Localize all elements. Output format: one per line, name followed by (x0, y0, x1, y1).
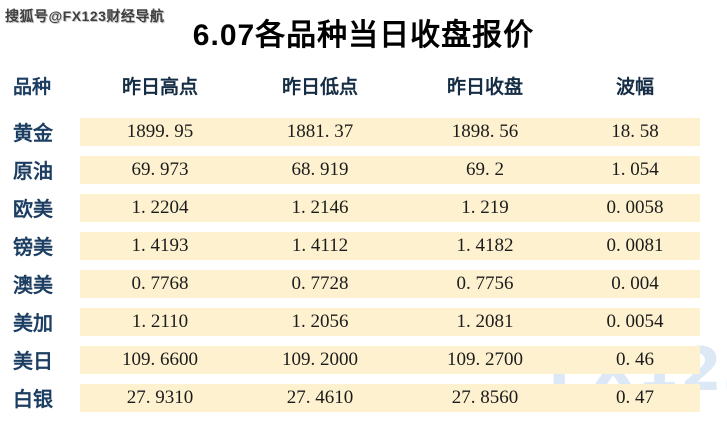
range-value: 0. 004 (570, 269, 700, 298)
prev-close-value: 109. 2700 (400, 345, 570, 374)
prev-high-value: 109. 6600 (80, 345, 240, 374)
prev-high-value: 27. 9310 (80, 383, 240, 412)
prev-close-value: 1898. 56 (400, 117, 570, 146)
page-title: 6.07各品种当日收盘报价 (192, 19, 535, 52)
table-row: 镑美 1. 4193 1. 4112 1. 4182 0. 0081 (0, 231, 727, 260)
prev-low-value: 109. 2000 (240, 345, 400, 374)
instrument-name: 白银 (13, 389, 53, 411)
prev-close-value: 69. 2 (400, 155, 570, 184)
range-value: 18. 58 (570, 117, 700, 146)
instrument-name: 美日 (13, 351, 53, 373)
instrument-name: 澳美 (13, 275, 53, 297)
col-header-prev-low: 昨日低点 (281, 77, 358, 98)
table-row: 原油 69. 973 68. 919 69. 2 1. 054 (0, 155, 727, 184)
prev-close-value: 1. 4182 (400, 231, 570, 260)
col-header-instrument: 品种 (13, 77, 52, 98)
prev-close-value: 1. 219 (400, 193, 570, 222)
prev-low-value: 27. 4610 (240, 383, 400, 412)
table-row: 美加 1. 2110 1. 2056 1. 2081 0. 0054 (0, 307, 727, 336)
sohu-account-watermark: 搜狐号@FX123财经导航 (5, 8, 165, 24)
range-value: 1. 054 (570, 155, 700, 184)
range-value: 0. 46 (570, 345, 700, 374)
table-rows: 黄金 1899. 95 1881. 37 1898. 56 18. 58 原油 … (0, 117, 727, 412)
instrument-name: 欧美 (13, 199, 53, 221)
table-row: 美日 109. 6600 109. 2000 109. 2700 0. 46 (0, 345, 727, 374)
quote-table: 品种 昨日高点 昨日低点 昨日收盘 波幅 黄金 1899. 95 1881. 3… (0, 72, 727, 421)
prev-low-value: 0. 7728 (240, 269, 400, 298)
range-value: 0. 0054 (570, 307, 700, 336)
col-header-prev-close: 昨日收盘 (446, 77, 523, 98)
table-row: 欧美 1. 2204 1. 2146 1. 219 0. 0058 (0, 193, 727, 222)
prev-high-value: 1. 2204 (80, 193, 240, 222)
instrument-name: 黄金 (13, 123, 53, 145)
instrument-name: 镑美 (13, 237, 53, 259)
prev-high-value: 1. 4193 (80, 231, 240, 260)
col-header-range: 波幅 (615, 77, 654, 98)
prev-low-value: 68. 919 (240, 155, 400, 184)
table-row: 黄金 1899. 95 1881. 37 1898. 56 18. 58 (0, 117, 727, 146)
prev-high-value: 0. 7768 (80, 269, 240, 298)
table-row: 白银 27. 9310 27. 4610 27. 8560 0. 47 (0, 383, 727, 412)
prev-high-value: 1. 2110 (80, 307, 240, 336)
prev-low-value: 1881. 37 (240, 117, 400, 146)
prev-high-value: 1899. 95 (80, 117, 240, 146)
range-value: 0. 47 (570, 383, 700, 412)
range-value: 0. 0058 (570, 193, 700, 222)
table-header-row: 品种 昨日高点 昨日低点 昨日收盘 波幅 (0, 72, 727, 98)
prev-low-value: 1. 2056 (240, 307, 400, 336)
col-header-prev-high: 昨日高点 (121, 77, 198, 98)
prev-close-value: 0. 7756 (400, 269, 570, 298)
instrument-name: 原油 (13, 161, 53, 183)
prev-close-value: 27. 8560 (400, 383, 570, 412)
table-row: 澳美 0. 7768 0. 7728 0. 7756 0. 004 (0, 269, 727, 298)
prev-high-value: 69. 973 (80, 155, 240, 184)
instrument-name: 美加 (13, 313, 53, 335)
prev-close-value: 1. 2081 (400, 307, 570, 336)
prev-low-value: 1. 4112 (240, 231, 400, 260)
range-value: 0. 0081 (570, 231, 700, 260)
prev-low-value: 1. 2146 (240, 193, 400, 222)
